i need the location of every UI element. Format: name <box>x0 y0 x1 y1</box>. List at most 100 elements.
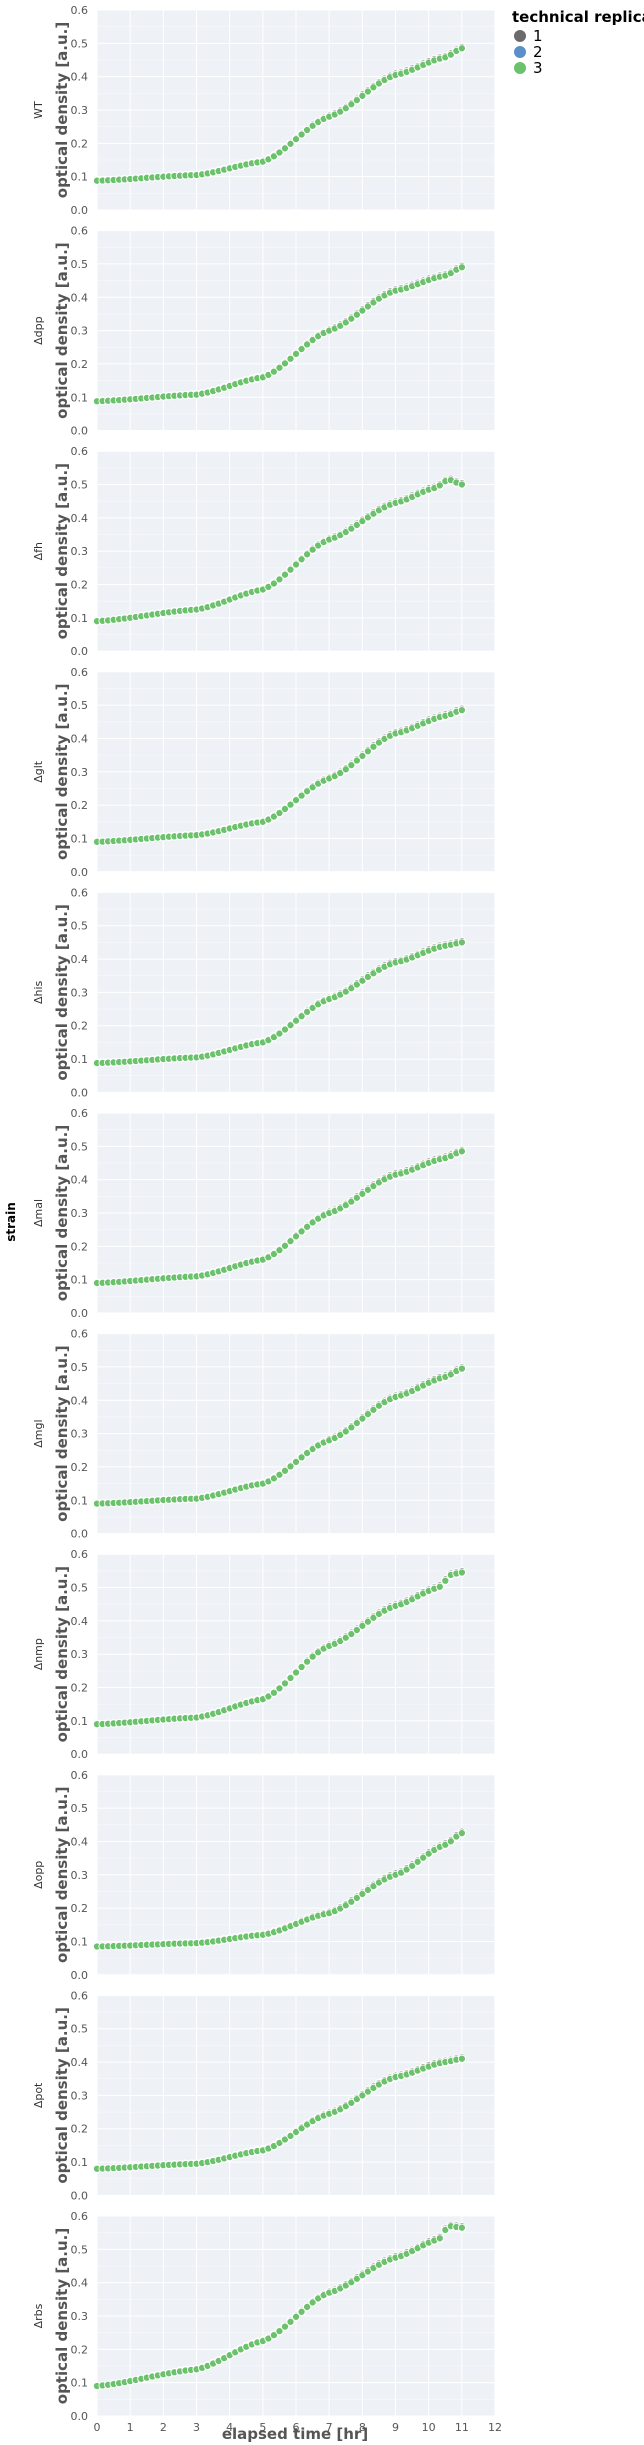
data-point <box>297 1662 306 1672</box>
data-point <box>275 2327 284 2336</box>
data-point <box>280 2322 290 2331</box>
data-point <box>341 765 350 774</box>
facet-label: Δnmp <box>32 1638 45 1670</box>
data-point <box>347 761 356 770</box>
data-point <box>314 1648 323 1657</box>
data-point <box>408 1861 417 1870</box>
data-point <box>291 2127 301 2137</box>
y-tick-label: 0.2 <box>71 799 89 812</box>
y-tick-label: 0.3 <box>71 104 89 117</box>
data-point <box>269 579 278 588</box>
data-point <box>341 1201 350 1210</box>
data-point <box>352 1193 361 1202</box>
data-point <box>297 130 306 139</box>
series-replicate-3 <box>92 1364 466 1508</box>
data-point <box>352 310 361 319</box>
data-point <box>369 742 378 751</box>
data-point <box>457 263 466 272</box>
data-point <box>269 2331 278 2340</box>
y-axis-label: optical density [a.u.] <box>53 684 71 860</box>
data-point <box>441 1576 450 1585</box>
y-tick-label: 0.4 <box>71 1174 89 1187</box>
y-tick-label: 0.6 <box>71 666 89 679</box>
data-point <box>341 318 350 327</box>
data-point <box>352 96 361 105</box>
data-point <box>352 980 361 989</box>
data-point <box>363 1185 372 1194</box>
data-point <box>291 1457 301 1466</box>
data-point <box>280 804 290 813</box>
data-point <box>441 2225 450 2234</box>
x-axis-label: elapsed time [hr] <box>222 2425 368 2443</box>
y-tick-label: 0.5 <box>71 1802 89 1815</box>
series-replicate-3 <box>92 1829 466 1951</box>
data-point <box>308 1003 317 1012</box>
y-tick-label: 0.6 <box>71 886 89 899</box>
data-point <box>457 2223 466 2232</box>
series-replicate-3 <box>92 44 466 185</box>
y-tick-label: 0.6 <box>71 1989 89 2002</box>
y-tick-label: 0.1 <box>71 612 89 625</box>
y-tick-label: 0.0 <box>71 2189 89 2202</box>
y-tick-label: 0.0 <box>71 2410 89 2423</box>
data-point <box>402 1865 411 1874</box>
data-point <box>297 2124 306 2133</box>
x-tick-label: 0 <box>94 2421 101 2434</box>
y-axis-label: optical density [a.u.] <box>53 1566 71 1742</box>
data-point <box>336 768 345 778</box>
data-point <box>303 787 312 796</box>
y-tick-label: 0.4 <box>71 2277 89 2290</box>
data-point <box>446 1837 455 1846</box>
y-tick-label: 0.6 <box>71 445 89 458</box>
y-tick-label: 0.2 <box>71 1020 89 1033</box>
data-point <box>363 87 372 96</box>
y-tick-label: 0.3 <box>71 545 89 558</box>
x-tick-label: 12 <box>488 2421 502 2434</box>
data-point <box>358 2271 367 2280</box>
facet-title-strain: strain <box>4 1202 18 1242</box>
y-axis-label: optical density [a.u.] <box>53 1125 71 1301</box>
data-point <box>269 812 278 821</box>
facet-label: WT <box>32 101 45 119</box>
x-tick-label: 6 <box>293 2421 300 2434</box>
y-tick-label: 0.3 <box>71 1648 89 1661</box>
data-point <box>291 560 301 569</box>
data-point <box>358 1414 367 1423</box>
y-tick-label: 0.2 <box>71 358 89 371</box>
data-point <box>457 1364 466 1373</box>
y-tick-label: 0.0 <box>71 1748 89 1761</box>
data-point <box>280 2135 290 2144</box>
facet-label: Δhis <box>32 980 45 1004</box>
data-point <box>275 575 284 584</box>
series-replicate-3 <box>92 938 466 1068</box>
y-tick-label: 0.1 <box>71 2156 89 2169</box>
data-point <box>347 314 356 323</box>
x-tick-label: 2 <box>160 2421 167 2434</box>
y-tick-label: 0.3 <box>71 1869 89 1882</box>
data-point <box>303 1449 312 1458</box>
data-point <box>358 306 367 315</box>
data-point <box>457 480 466 489</box>
data-point <box>358 2091 367 2100</box>
series-replicate-3 <box>92 706 466 846</box>
y-tick-label: 0.3 <box>71 1428 89 1441</box>
x-tick-label: 9 <box>392 2421 399 2434</box>
legend-entry-label: 1 <box>533 27 543 45</box>
y-tick-label: 0.2 <box>71 1461 89 1474</box>
facet-label: Δmal <box>32 1199 45 1227</box>
y-tick-label: 0.2 <box>71 137 89 150</box>
data-point <box>352 2095 361 2104</box>
series-replicate-3 <box>92 476 466 626</box>
data-point <box>280 570 290 579</box>
data-point <box>457 1568 466 1577</box>
data-point <box>291 1232 301 1241</box>
data-point <box>358 976 367 985</box>
data-point <box>363 513 372 522</box>
y-tick-label: 0.6 <box>71 4 89 17</box>
legend-marker <box>513 61 527 75</box>
data-point <box>352 1419 361 1428</box>
